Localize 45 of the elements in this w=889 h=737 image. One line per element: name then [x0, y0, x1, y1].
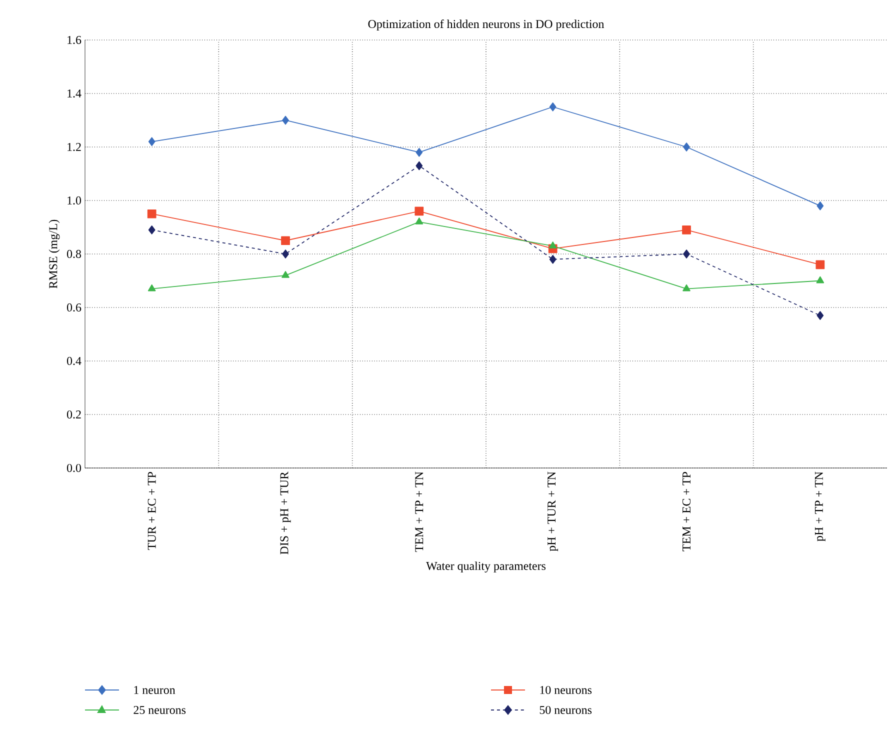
point	[816, 311, 824, 320]
legend-label: 50 neurons	[540, 706, 592, 714]
point	[682, 225, 691, 234]
x-tick-label: pH + TP + TN	[814, 472, 826, 542]
legend-label: 25 neurons	[134, 706, 186, 714]
point	[416, 161, 423, 170]
x-tick-label: TEM + TP + TN	[415, 472, 424, 552]
point	[282, 250, 289, 258]
x-tick-label: TUR + EC + TP	[148, 472, 156, 550]
point	[148, 137, 156, 146]
legend-label: 10 neurons	[540, 686, 592, 694]
y-tick-label: 0.0	[66, 464, 82, 472]
x-axis-title: Water quality parameters	[426, 562, 546, 572]
y-axis-title: RMSE (mg/L)	[48, 220, 60, 288]
point	[683, 142, 690, 152]
point	[816, 201, 824, 210]
x-tick-label: TEM + EC + TP	[682, 472, 691, 552]
point	[148, 284, 156, 292]
y-tick-label: 1.2	[68, 142, 81, 152]
point	[416, 148, 423, 157]
y-tick-label: 1.4	[68, 89, 82, 98]
point	[683, 250, 690, 258]
point	[816, 276, 824, 284]
point	[415, 217, 424, 224]
y-tick-label: 0.6	[66, 303, 82, 312]
point	[548, 242, 557, 248]
y-tick-label: 0.8	[66, 250, 82, 258]
point	[414, 206, 424, 216]
point	[549, 254, 556, 264]
x-tick-label: pH + TUR + TN	[548, 472, 558, 552]
point	[549, 102, 556, 112]
point	[682, 284, 690, 292]
y-tick-label: 0.2	[66, 410, 81, 419]
chart-title: Optimization of hidden neurons in DO prediction	[368, 20, 604, 30]
y-tick-label: 1.0	[68, 196, 82, 205]
legend-label: 1 neuron	[134, 686, 176, 694]
point	[148, 225, 156, 234]
point	[281, 236, 290, 246]
x-tick-label: DIS + pH + TUR	[280, 472, 291, 554]
point	[147, 209, 156, 218]
point	[282, 116, 289, 125]
point	[282, 270, 290, 278]
y-tick-label: 1.6	[68, 36, 82, 44]
point	[816, 260, 825, 270]
y-tick-label: 0.4	[66, 356, 82, 366]
